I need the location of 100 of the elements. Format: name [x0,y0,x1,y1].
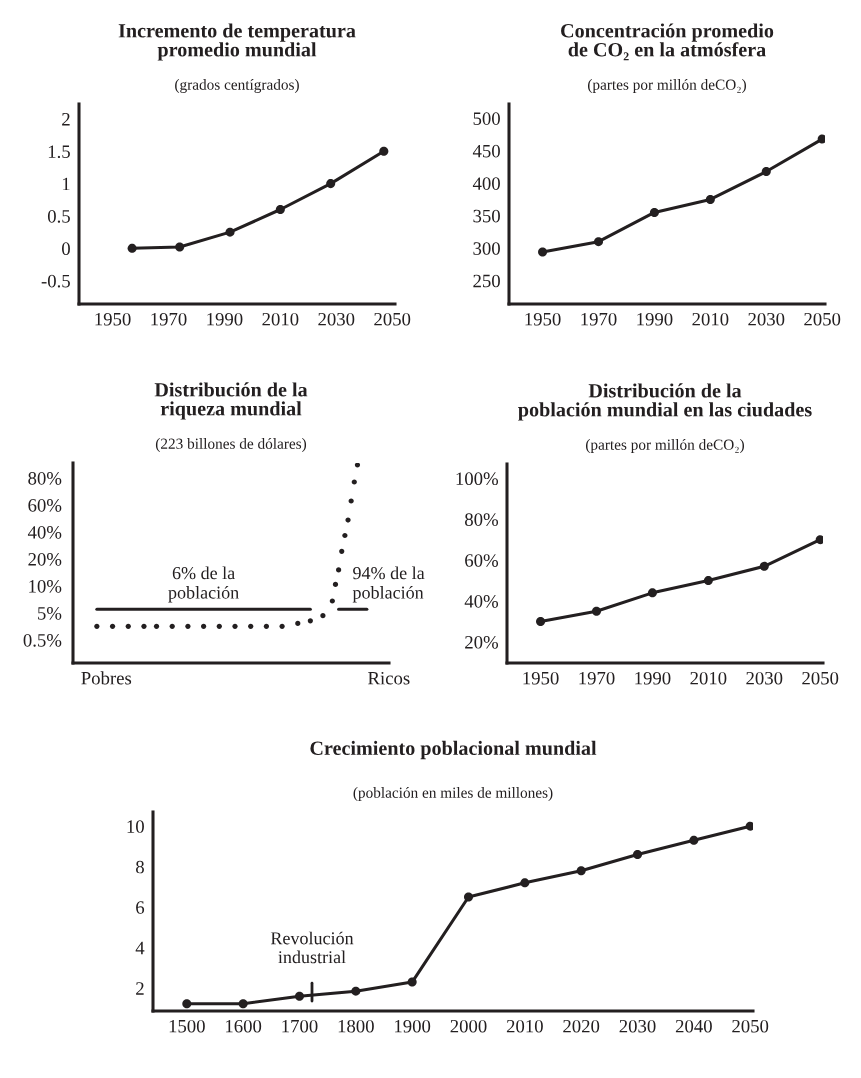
x-tick-label: 1990 [207,312,243,326]
point [279,623,285,629]
point [759,561,769,571]
point [94,623,100,629]
text: 5% [38,607,62,620]
x-tick-label: 2040 [675,1019,712,1033]
point [538,247,548,257]
chart-title: Crecimiento poblacional mundial [310,740,597,760]
point [182,999,192,1009]
x-tick-label: 1970 [151,312,187,326]
series-label: 94% de la población [352,566,425,603]
y-tick-label: 40% [464,595,499,608]
x-tick-label: 1600 [226,1019,262,1033]
x-tick-label: 2050 [732,1019,769,1033]
point [342,532,348,539]
text: 40% [27,526,62,539]
point [201,623,207,629]
point [225,227,235,237]
point [109,623,116,629]
point [294,991,304,1001]
chart-title: Distribución de la población mundial en las ciudades [518,383,812,421]
point [336,567,342,573]
x-tick-label: Pobres [81,671,132,685]
x-tick-label: 1950 [525,312,561,326]
y-tick-label: -0.5 [41,274,70,288]
y-tick-label: 20% [465,635,499,649]
x-tick-label: 1990 [637,312,673,326]
y-tick-label: 60% [465,554,499,567]
x-tick-label: 1970 [579,671,615,685]
point [127,243,137,253]
x-tick-label: 1950 [523,671,559,685]
point [705,194,715,204]
point [248,623,254,629]
x-tick-label: 2030 [619,1019,656,1033]
y-tick-label: 500 [473,112,500,125]
point [329,598,335,604]
point [647,588,657,598]
x-tick-label: 2030 [318,312,355,326]
y-tick-label: 0 [62,242,70,256]
point [703,576,713,586]
point [815,535,823,545]
point [175,242,185,252]
point [407,977,417,987]
point [351,986,361,996]
point [320,613,326,619]
point [576,866,586,876]
point [463,892,474,902]
x-tick-label: 2030 [746,671,783,685]
y-tick-label: 2 [136,982,144,995]
point [153,623,160,629]
point [345,517,351,523]
point [593,237,603,247]
y-tick-label: 4 [135,941,145,955]
chart-title: Distribución de la riqueza mundial [154,382,308,420]
point [761,167,771,177]
text: 80% [28,472,62,485]
point [591,606,601,616]
point [295,620,301,626]
point [649,207,659,217]
x-tick-label: 2050 [804,312,841,326]
point [326,179,336,189]
y-tick-label: 1 [62,177,70,191]
point [348,498,354,504]
x-tick-label: 2050 [802,671,839,685]
chart-subtitle: (partes por millón deCO₂) [586,439,744,453]
y-tick-label: 450 [472,144,500,158]
x-tick-label: 2000 [450,1019,487,1033]
point [216,623,222,629]
text: 0.5% [23,633,62,647]
series-label: 6% de la población [168,566,239,603]
text: 20% [28,553,62,566]
x-tick-label: 1700 [282,1019,318,1033]
x-tick-label: 1900 [395,1019,431,1033]
point [238,999,248,1009]
y-tick-label: 350 [473,209,500,223]
y-tick-label: 0.5 [47,210,70,223]
x-tick-label: Ricos [368,671,410,685]
y-tick-label: 300 [473,242,500,255]
y-tick-label: 8 [136,860,144,874]
point [351,479,357,485]
y-tick-label: 2 [62,112,70,126]
point [632,850,643,860]
y-tick-label: 10 [127,820,144,833]
x-tick-label: 2030 [748,312,785,326]
y-tick-label: 100% [456,472,499,486]
x-tick-label: 1950 [95,312,131,326]
text: 60% [28,499,62,512]
x-tick-label: 2010 [506,1019,543,1033]
point [263,623,269,629]
annotation: Revolución industrial [270,931,354,964]
x-tick-label: 1800 [338,1019,374,1033]
point [307,618,313,624]
x-tick-label: 2050 [374,312,411,326]
x-tick-label: 1990 [635,671,671,685]
point [354,463,361,468]
point [275,204,285,215]
point [817,134,825,144]
y-tick-label: 250 [473,274,500,288]
x-tick-label: 2010 [262,312,299,326]
chart-title: Incremento de temperatura promedio mundial [118,23,356,61]
